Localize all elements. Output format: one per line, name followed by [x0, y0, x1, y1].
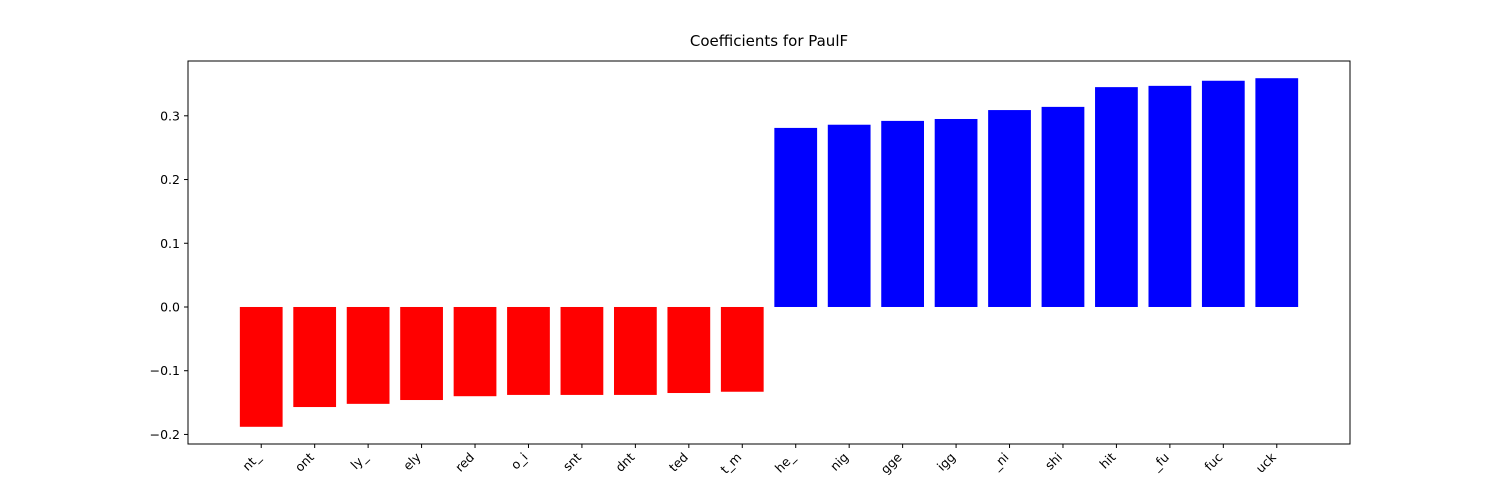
bar: [293, 306, 337, 408]
bar: [507, 306, 550, 395]
bar: [827, 124, 871, 307]
bar: [881, 120, 925, 307]
bar: [453, 306, 497, 397]
bar: [988, 110, 1031, 307]
bar: [400, 306, 443, 401]
bar: [720, 306, 764, 392]
chart-title: Coefficients for PaulF: [690, 32, 848, 50]
bar: [667, 306, 711, 394]
bar: [1095, 87, 1138, 307]
y-tick-label: 0.2: [160, 172, 180, 187]
y-tick-label: −0.1: [150, 363, 180, 378]
bar: [613, 306, 657, 395]
bar: [774, 127, 818, 307]
bar: [1201, 80, 1245, 307]
bar: [239, 306, 283, 427]
plot-frame: [187, 60, 1351, 445]
bar: [1041, 106, 1085, 307]
y-tick-label: 0.3: [160, 108, 180, 123]
bar: [1255, 78, 1299, 307]
y-tick-label: 0.0: [160, 299, 180, 314]
bar: [346, 306, 390, 404]
bar: [1148, 85, 1192, 307]
y-tick-label: −0.2: [150, 427, 180, 442]
bar: [560, 306, 604, 395]
y-tick-label: 0.1: [160, 236, 180, 251]
bar: [934, 118, 978, 307]
